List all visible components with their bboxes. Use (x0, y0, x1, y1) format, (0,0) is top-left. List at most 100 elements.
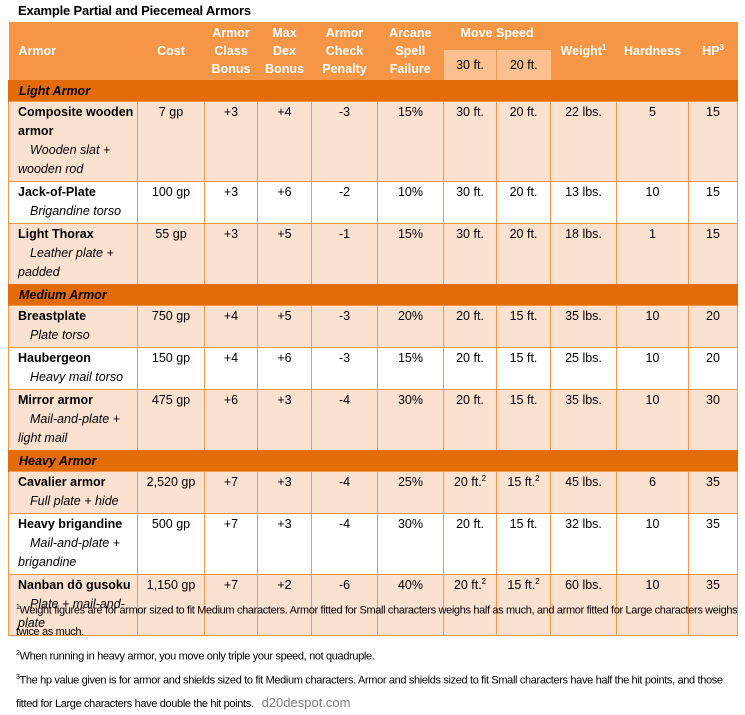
armor-name-cell: Jack-of-Plate Brigandine torso (8, 181, 138, 224)
header-armor: Armor (8, 22, 138, 81)
table-row: Light Thorax Leather plate + padded 55 gp +… (8, 223, 738, 286)
ac-bonus-cell: +3 (204, 223, 258, 286)
ac-bonus-cell: +4 (204, 305, 258, 348)
table-row: Nanban dō gusoku Plate + mail-and-plate 1,… (8, 574, 738, 636)
section-label: Medium Armor (8, 284, 738, 306)
armor-name-cell: Mirror armor Mail-and-plate + light mail (8, 389, 138, 452)
hp-cell: 30 (688, 389, 738, 452)
speed-30-cell: 20 ft.2 (443, 574, 497, 636)
hardness-cell: 6 (616, 471, 689, 514)
header-weight: Weight1 (550, 22, 617, 81)
max-dex-cell: +5 (257, 305, 312, 348)
table-title: Example Partial and Piecemeal Armors (18, 3, 251, 18)
hp-cell: 20 (688, 305, 738, 348)
asf-cell: 20% (377, 305, 444, 348)
acp-cell: -3 (311, 305, 378, 348)
speed-20-cell: 15 ft. (496, 513, 551, 575)
max-dex-cell: +4 (257, 101, 312, 182)
table-row: Haubergeon Heavy mail torso 150 gp +4 +6 -3 15… (8, 347, 738, 390)
asf-cell: 15% (377, 101, 444, 182)
cost-cell: 475 gp (137, 389, 205, 452)
table-row: Breastplate Plate torso 750 gp +4 +5 -3 20% 20 … (8, 305, 738, 348)
ac-bonus-cell: +4 (204, 347, 258, 390)
speed-30-cell: 20 ft. (443, 513, 497, 575)
watermark: d20despot.com (261, 694, 351, 710)
acp-cell: -3 (311, 347, 378, 390)
armor-description: Mail-and-plate + light mail (18, 412, 120, 445)
speed-20-cell: 15 ft. (496, 347, 551, 390)
weight-cell: 35 lbs. (550, 389, 617, 452)
hp-cell: 15 (688, 101, 738, 182)
speed-30-cell: 30 ft. (443, 223, 497, 286)
asf-cell: 25% (377, 471, 444, 514)
max-dex-cell: +3 (257, 471, 312, 514)
speed-20-cell: 15 ft.2 (496, 471, 551, 514)
max-dex-cell: +6 (257, 181, 312, 224)
armor-name: Nanban dō gusoku (18, 578, 131, 592)
speed-30-cell: 20 ft. (443, 389, 497, 452)
hp-cell: 20 (688, 347, 738, 390)
speed-30-cell: 20 ft. (443, 347, 497, 390)
weight-cell: 32 lbs. (550, 513, 617, 575)
armor-name: Breastplate (18, 309, 87, 323)
section-row: Heavy Armor (8, 450, 738, 472)
weight-cell: 22 lbs. (550, 101, 617, 182)
speed-20-cell: 15 ft.2 (496, 574, 551, 636)
asf-cell: 30% (377, 389, 444, 452)
max-dex-cell: +5 (257, 223, 312, 286)
cost-cell: 500 gp (137, 513, 205, 575)
acp-cell: -6 (311, 574, 378, 636)
weight-cell: 13 lbs. (550, 181, 617, 224)
hardness-cell: 10 (616, 347, 689, 390)
hp-cell: 35 (688, 574, 738, 636)
header-move-speed: Move Speed (443, 22, 551, 50)
speed-20-cell: 15 ft. (496, 305, 551, 348)
table-row: Cavalier armor Full plate + hide 2,520 gp +… (8, 471, 738, 514)
armor-description: Leather plate + padded (18, 246, 114, 279)
table-row: Jack-of-Plate Brigandine torso 100 gp +3 +6-… (8, 181, 738, 224)
armor-name-cell: Heavy brigandine Mail-and-plate + brigand… (8, 513, 138, 575)
weight-cell: 35 lbs. (550, 305, 617, 348)
ac-bonus-cell: +3 (204, 101, 258, 182)
armor-description: Mail-and-plate + brigandine (18, 536, 120, 569)
armor-description: Brigandine torso (30, 204, 122, 218)
armor-name-cell: Nanban dō gusoku Plate + mail-and-plate (8, 574, 138, 636)
header-speed-30: 30 ft. (443, 49, 497, 81)
speed-20-cell: 20 ft. (496, 223, 551, 286)
armor-name-cell: Haubergeon Heavy mail torso (8, 347, 138, 390)
acp-cell: -4 (311, 513, 378, 575)
table-row: Composite wooden armor Wooden slat + wood… (8, 101, 738, 182)
armor-name: Haubergeon (18, 351, 91, 365)
cost-cell: 7 gp (137, 101, 205, 182)
ac-bonus-cell: +6 (204, 389, 258, 452)
header-hp: HP3 (688, 22, 738, 81)
asf-cell: 30% (377, 513, 444, 575)
hp-cell: 15 (688, 223, 738, 286)
acp-cell: -4 (311, 471, 378, 514)
speed-20-cell: 15 ft. (496, 389, 551, 452)
armor-name: Cavalier armor (18, 475, 106, 489)
max-dex-cell: +6 (257, 347, 312, 390)
armor-name: Composite wooden armor (18, 105, 134, 138)
armor-table: Armor Cost Armor Class Bonus Max Dex Bonus A… (8, 22, 738, 636)
footnote-1: 1Weight figures are for armor sized to f… (16, 604, 738, 638)
footnote-marker: 2 (535, 473, 540, 483)
ac-bonus-cell: +7 (204, 574, 258, 636)
max-dex-cell: +3 (257, 513, 312, 575)
speed-20-cell: 20 ft. (496, 181, 551, 224)
hardness-cell: 10 (616, 574, 689, 636)
hardness-cell: 1 (616, 223, 689, 286)
hardness-cell: 5 (616, 101, 689, 182)
hp-cell: 35 (688, 471, 738, 514)
header-cost: Cost (137, 22, 205, 81)
ac-bonus-cell: +7 (204, 471, 258, 514)
asf-cell: 10% (377, 181, 444, 224)
acp-cell: -4 (311, 389, 378, 452)
armor-name: Heavy brigandine (18, 517, 123, 531)
header-hardness: Hardness (616, 22, 689, 81)
acp-cell: -3 (311, 101, 378, 182)
section-row: Medium Armor (8, 284, 738, 306)
hp-cell: 35 (688, 513, 738, 575)
ac-bonus-cell: +3 (204, 181, 258, 224)
speed-30-cell: 20 ft. (443, 305, 497, 348)
